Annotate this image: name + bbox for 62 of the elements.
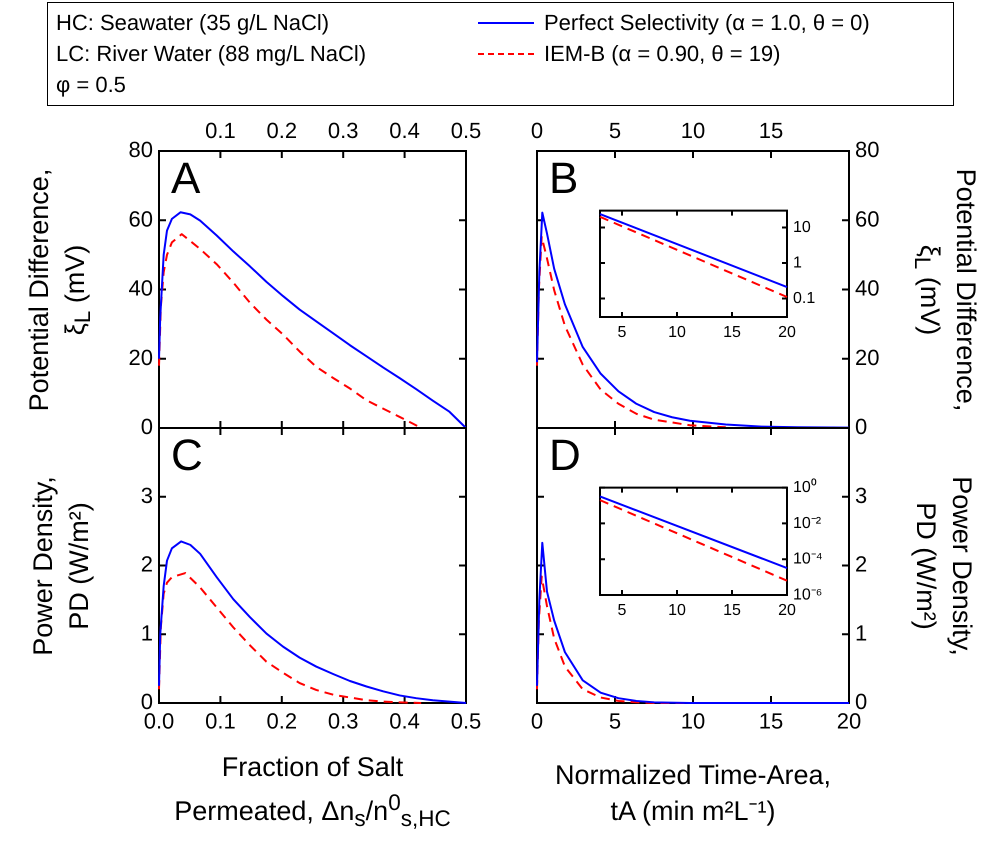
y-tick-label: 2	[140, 552, 153, 577]
x-tick-label: 10	[680, 708, 706, 734]
y2-tick-label: 1	[855, 620, 868, 646]
x-tick-label: 20	[778, 324, 796, 342]
y-axis-title: Power Density, PD (W/m²)	[27, 476, 95, 656]
y-tick-label: 20	[128, 344, 153, 370]
y-tick-label: 60	[128, 206, 153, 232]
annotation: D	[549, 431, 581, 480]
x-tick-label: 5	[608, 708, 622, 734]
x-tick-label: 10	[668, 324, 686, 342]
x2-tick-label: 0.1	[205, 118, 236, 143]
x2-tick-label: 10	[680, 118, 706, 143]
x-tick-label: 10	[668, 602, 686, 620]
annotation: C	[171, 431, 203, 480]
x2-tick-label: 0.3	[328, 118, 358, 143]
y2-tick-label: 0.1	[793, 290, 816, 307]
legend-label: Perfect Selectivity (α = 1.0, θ = 0)	[544, 9, 870, 37]
text: HC: Seawater (35 g/L NaCl)	[56, 9, 330, 37]
x-tick-label: 0.2	[266, 708, 298, 734]
y-tick-label: 3	[140, 482, 153, 508]
x-tick-label: 0.4	[389, 708, 420, 734]
text: φ = 0.5	[56, 71, 127, 99]
annotation: B	[549, 154, 578, 204]
y2-tick-label: 1	[793, 254, 802, 272]
line-series	[158, 572, 422, 704]
x-tick-label: 15	[723, 324, 741, 342]
text: LC: River Water (88 mg/L NaCl)	[56, 40, 366, 68]
y2-tick-label: 10⁻⁴	[793, 550, 823, 568]
x-tick-label: 15	[758, 708, 784, 734]
y-tick-label: 40	[128, 276, 153, 301]
annotation: A	[171, 154, 201, 204]
x-tick-label: 0.5	[450, 708, 482, 734]
x-tick-label: 15	[723, 602, 741, 620]
y2-axis-title: Power Density, PD (W/m²)	[910, 476, 978, 656]
x-tick-label: 20	[778, 602, 796, 620]
x2-tick-label: 0.4	[389, 118, 420, 143]
y-tick-label: 1	[140, 620, 153, 646]
y2-tick-label: 10⁻²	[793, 514, 822, 532]
y2-tick-label: 3	[855, 482, 868, 508]
x2-tick-label: 0.5	[450, 118, 482, 143]
x-axis-title: Normalized Time-Area, tA (min m²L⁻¹)	[554, 759, 832, 828]
y2-tick-label: 10⁰	[793, 478, 817, 496]
y2-tick-label: 20	[855, 344, 880, 370]
x-tick-label: 0.1	[205, 708, 236, 734]
x2-tick-label: 5	[608, 118, 622, 143]
y2-tick-label: 10⁻⁶	[793, 586, 822, 604]
x-tick-label: 0	[530, 708, 544, 734]
y2-tick-label: 80	[855, 137, 880, 162]
y2-tick-label: 40	[855, 276, 880, 301]
y2-tick-label: 0	[855, 414, 868, 440]
x-tick-label: 5	[618, 324, 627, 342]
x2-tick-label: 15	[758, 118, 784, 143]
y2-tick-label: 10	[793, 218, 811, 236]
y-tick-label: 80	[128, 137, 153, 162]
y-tick-label: 0	[140, 414, 153, 440]
x-tick-label: 5	[618, 602, 627, 620]
y2-tick-label: 60	[855, 206, 880, 232]
legend-label: IEM-B (α = 0.90, θ = 19)	[544, 40, 780, 68]
x-tick-label: 0.3	[328, 708, 358, 734]
x2-tick-label: 0.2	[266, 118, 298, 143]
x2-tick-label: 0	[530, 118, 544, 143]
y2-tick-label: 2	[855, 552, 868, 577]
